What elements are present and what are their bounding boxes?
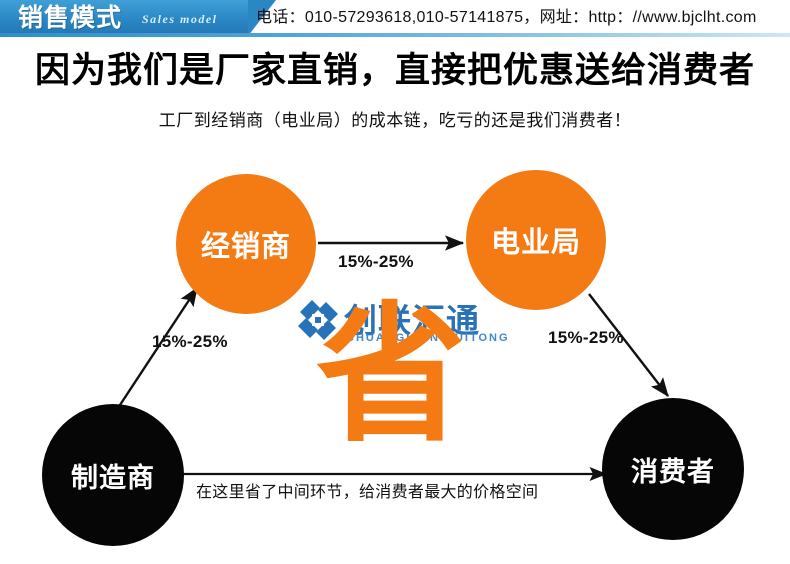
header-blue-notch xyxy=(248,0,276,36)
node-consumer-label: 消费者 xyxy=(631,456,715,487)
page-subtitle: 工厂到经销商（电业局）的成本链，吃亏的还是我们消费者！ xyxy=(158,111,632,130)
edge-label-dealer-to-power: 15%-25% xyxy=(338,252,414,271)
watermark-company-name: 创联汇通 xyxy=(344,302,480,339)
bottom-note: 在这里省了中间环节，给消费者最大的价格空间 xyxy=(196,484,539,501)
node-consumer[interactable]: 消费者 xyxy=(602,398,744,540)
banner-title-cn: 销售模式 xyxy=(18,4,123,32)
node-power-bureau[interactable]: 电业局 xyxy=(466,170,606,310)
node-manufacturer[interactable]: 制造商 xyxy=(42,404,184,546)
company-watermark: 创联汇通 CHUANGLIAN HUITONG xyxy=(296,296,508,356)
edge-label-power-to-consumer: 15%-25% xyxy=(548,328,624,347)
overlay-save-character: 省 xyxy=(316,291,467,459)
page-title: 因为我们是厂家直销，直接把优惠送给消费者 xyxy=(34,51,755,90)
header-underline xyxy=(0,33,790,37)
arrow-power-to-consumer xyxy=(588,293,669,397)
edge-label-maker-to-dealer: 15%-25% xyxy=(152,332,228,351)
node-power-bureau-label: 电业局 xyxy=(490,227,581,259)
banner-title-en: Sales model xyxy=(142,12,218,26)
header-banner: 销售模式 Sales model xyxy=(0,0,790,38)
watermark-company-pinyin: CHUANGLIAN HUITONG xyxy=(346,332,510,344)
node-dealer-label: 经销商 xyxy=(200,231,291,263)
node-manufacturer-label: 制造商 xyxy=(71,462,155,493)
arrow-maker-to-dealer xyxy=(116,286,199,409)
header-blue-block xyxy=(0,0,250,36)
pinwheel-logo-icon xyxy=(298,300,338,340)
node-dealer[interactable]: 经销商 xyxy=(176,174,316,314)
contact-info: 电话：010-57293618,010-57141875，网址：http：//w… xyxy=(256,9,757,26)
